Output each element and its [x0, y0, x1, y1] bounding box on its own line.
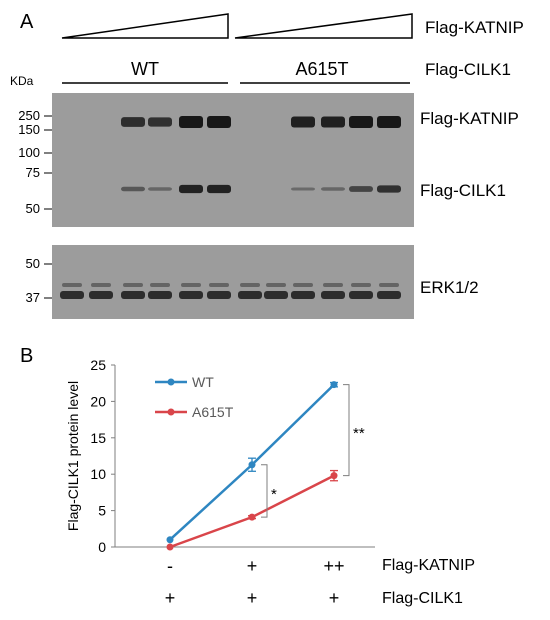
cilk1-band	[207, 184, 231, 194]
row-label-cilk1: Flag-CILK1	[382, 590, 463, 607]
erk-band-lower	[121, 291, 145, 299]
katnip-band	[179, 116, 203, 128]
marker-150: 150	[18, 122, 40, 137]
data-point-wt	[248, 461, 256, 469]
erk-band-upper	[323, 283, 343, 287]
y-tick-label: 0	[98, 539, 106, 555]
katnip-value-2: +	[247, 556, 258, 576]
erk-band-lower	[89, 291, 113, 299]
erk-band-upper	[150, 283, 170, 287]
significance-bracket	[343, 384, 350, 477]
erk-band-lower	[377, 291, 401, 299]
cilk1-genotype-label: Flag-CILK1	[425, 60, 511, 79]
data-point-a615t	[248, 513, 256, 521]
katnip-band	[349, 116, 373, 128]
data-point-wt	[166, 536, 174, 544]
data-point-a615t	[166, 543, 174, 551]
cilk1-band	[121, 186, 145, 192]
significance-bracket	[261, 464, 268, 518]
marker-75: 75	[26, 165, 40, 180]
data-point-a615t	[330, 472, 338, 480]
band-label-erk: ERK1/2	[420, 278, 479, 297]
upper-blot-bands	[121, 116, 401, 194]
y-tick-label: 20	[90, 393, 106, 409]
significance-marker: **	[353, 425, 365, 442]
erk-band-upper	[91, 283, 111, 287]
katnip-wedge-wt	[61, 13, 229, 39]
cilk1-band	[179, 184, 203, 194]
katnip-band	[291, 116, 315, 128]
significance-marker: *	[271, 486, 277, 503]
y-tick-label: 15	[90, 430, 106, 446]
y-tick-label: 10	[90, 466, 106, 482]
erk-band-upper	[351, 283, 371, 287]
erk-band-upper	[209, 283, 229, 287]
erk-band-lower	[349, 291, 373, 299]
band-label-katnip: Flag-KATNIP	[420, 109, 519, 128]
panel-a-label: A	[20, 11, 34, 33]
marker-250: 250	[18, 108, 40, 123]
katnip-band	[148, 117, 172, 127]
katnip-value-3: ++	[323, 556, 344, 576]
katnip-treatment-label: Flag-KATNIP	[425, 18, 524, 37]
erk-band-lower	[60, 291, 84, 299]
panel-b-label: B	[20, 345, 33, 367]
katnip-value-1: -	[167, 556, 173, 576]
erk-band-lower	[321, 291, 345, 299]
katnip-band	[207, 116, 231, 128]
band-label-cilk1: Flag-CILK1	[420, 181, 506, 200]
cilk1-value-1: +	[165, 588, 176, 608]
katnip-wedge-a615t	[234, 13, 413, 39]
erk-band-upper	[123, 283, 143, 287]
erk-band-lower	[291, 291, 315, 299]
chart: 0 5 10 15 20 25 Flag-CILK1 protein level WT A615…	[65, 357, 375, 555]
erk-band-upper	[62, 283, 82, 287]
group-label-a615t: A615T	[295, 59, 348, 79]
cilk1-value-3: +	[329, 588, 340, 608]
y-tick-label: 25	[90, 357, 106, 373]
lower-blot-membrane	[52, 245, 414, 319]
row-label-katnip: Flag-KATNIP	[382, 557, 475, 574]
erk-band-upper	[240, 283, 260, 287]
cilk1-band	[349, 186, 373, 192]
katnip-band	[121, 117, 145, 127]
marker-50-upper: 50	[26, 201, 40, 216]
marker-50-lower: 50	[26, 256, 40, 271]
marker-37: 37	[26, 290, 40, 305]
erk-band-lower	[179, 291, 203, 299]
cilk1-band	[377, 185, 401, 193]
cilk1-band	[321, 187, 345, 191]
katnip-band	[377, 116, 401, 128]
y-tick-label: 5	[98, 503, 106, 519]
y-axis-label: Flag-CILK1 protein level	[65, 381, 81, 531]
erk-band-lower	[238, 291, 262, 299]
katnip-band	[321, 116, 345, 128]
erk-band-upper	[181, 283, 201, 287]
cilk1-band	[291, 187, 315, 191]
erk-band-lower	[207, 291, 231, 299]
marker-100: 100	[18, 145, 40, 160]
series-line-a615t	[169, 474, 335, 549]
legend-marker	[167, 408, 175, 416]
legend-label: WT	[192, 374, 214, 390]
group-label-wt: WT	[131, 59, 159, 79]
upper-blot-membrane	[52, 93, 414, 227]
cilk1-value-2: +	[247, 588, 258, 608]
data-point-wt	[330, 381, 338, 389]
cilk1-band	[148, 187, 172, 191]
erk-band-lower	[264, 291, 288, 299]
kda-label: KDa	[10, 74, 34, 88]
erk-band-upper	[266, 283, 286, 287]
erk-band-lower	[148, 291, 172, 299]
erk-band-upper	[293, 283, 313, 287]
lower-blot-bands	[60, 283, 401, 299]
erk-band-upper	[379, 283, 399, 287]
legend-label: A615T	[192, 404, 234, 420]
legend-marker	[167, 378, 175, 386]
